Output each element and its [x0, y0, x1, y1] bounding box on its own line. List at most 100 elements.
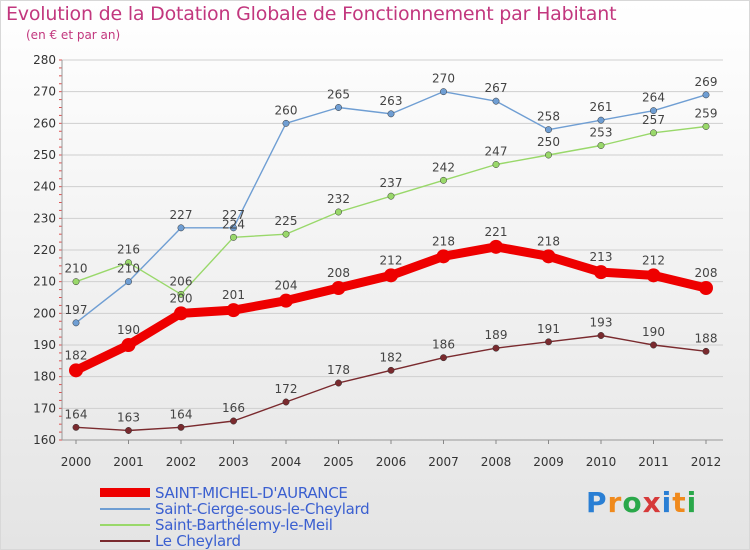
data-point [230, 224, 237, 232]
data-label: 265 [327, 88, 350, 102]
series-lines [69, 88, 713, 434]
data-label: 197 [65, 303, 88, 317]
data-label: 206 [170, 274, 193, 288]
y-tick-label: 180 [33, 370, 56, 384]
logo-letter: t [672, 486, 687, 519]
data-label: 212 [380, 253, 403, 267]
data-label: 261 [590, 100, 613, 114]
data-point [702, 347, 710, 355]
axes: 160 170 180 190 200 210 220 230 240 250 260 270 280 2… [33, 53, 723, 469]
data-label: 191 [537, 322, 560, 336]
y-tick-label: 210 [33, 275, 56, 289]
x-tick-label: 2004 [271, 455, 302, 469]
x-tick-label: 2011 [638, 455, 669, 469]
legend-swatch [100, 540, 150, 542]
data-point [545, 338, 552, 346]
y-tick-label: 170 [33, 401, 56, 415]
legend-label: Saint-Cierge-sous-le-Cheylard [155, 500, 370, 518]
x-tick-label: 2005 [323, 455, 354, 469]
legend-label: SAINT-MICHEL-D'AURANCE [155, 484, 348, 502]
data-point [650, 341, 657, 349]
data-point [125, 278, 132, 286]
data-point [646, 268, 661, 283]
data-label: 267 [485, 81, 508, 95]
data-point [69, 363, 83, 378]
y-tick-label: 190 [33, 338, 56, 352]
data-label: 212 [642, 253, 665, 267]
logo-letter: i [661, 486, 673, 519]
data-point [177, 224, 185, 232]
data-label: 224 [222, 217, 245, 231]
data-point [279, 293, 293, 308]
legend-label: Saint-Barthélemy-le-Meil [155, 516, 333, 534]
logo-letter: r [607, 486, 623, 519]
x-tick-label: 2006 [376, 455, 407, 469]
data-point [440, 88, 447, 96]
data-point [72, 319, 80, 327]
data-label: 232 [327, 192, 350, 206]
data-point [545, 126, 552, 134]
y-tick-label: 250 [33, 148, 56, 162]
x-tick-label: 2003 [218, 455, 249, 469]
data-label: 182 [65, 348, 88, 362]
data-point [545, 151, 552, 159]
data-point [177, 290, 185, 298]
data-label: 257 [642, 113, 665, 127]
legend-swatch [100, 488, 150, 497]
data-point [440, 176, 447, 184]
legend-item-saint-michel-d-aurance: SAINT-MICHEL-D'AURANCE [100, 484, 400, 502]
data-point [282, 398, 290, 406]
data-label: 201 [222, 288, 245, 302]
data-label: 210 [117, 262, 140, 276]
data-point [492, 344, 500, 352]
legend: SAINT-MICHEL-D'AURANCE Saint-Cierge-sous-… [100, 484, 400, 550]
data-label: 264 [642, 91, 665, 105]
data-point [440, 354, 447, 362]
chart-title: Evolution de la Dotation Globale de Fonc… [6, 3, 617, 25]
data-label: 259 [695, 107, 718, 121]
data-point [597, 116, 605, 124]
data-label: 208 [327, 266, 350, 280]
data-point [597, 332, 605, 339]
data-point [702, 123, 710, 130]
data-label: 182 [380, 350, 403, 364]
chart-subtitle: (en € et par an) [26, 28, 121, 42]
data-label: 216 [117, 243, 140, 257]
data-point [174, 306, 188, 321]
data-point [230, 417, 237, 425]
data-point [177, 423, 185, 431]
data-label: 269 [695, 75, 718, 89]
data-point [436, 249, 451, 264]
data-label: 218 [432, 234, 455, 248]
x-tick-label: 2009 [533, 455, 564, 469]
data-label: 164 [170, 407, 193, 421]
data-label: 253 [590, 126, 613, 140]
legend-item-saint-cierge-sous-le-cheylard: Saint-Cierge-sous-le-Cheylard [100, 500, 400, 518]
data-point [72, 423, 80, 431]
data-label: 221 [485, 225, 508, 239]
logo-letter: o [622, 486, 643, 519]
x-tick-label: 2007 [428, 455, 459, 469]
data-label: 237 [380, 176, 403, 190]
logo-letter: P [586, 486, 608, 519]
data-label: 225 [275, 214, 298, 228]
data-labels: 197 210 227 227 260 265 263 270 267 258 261 264 269 2… [65, 72, 718, 425]
x-tick-label: 2008 [481, 455, 512, 469]
data-label: 270 [432, 72, 455, 86]
data-point [125, 259, 132, 267]
data-point [335, 208, 342, 216]
data-point [335, 104, 342, 111]
data-point [594, 265, 608, 280]
data-label: 164 [65, 407, 88, 421]
data-label: 247 [485, 145, 508, 159]
data-point [650, 107, 657, 115]
data-point [230, 233, 237, 241]
legend-item-saint-barth-lemy-le-meil: Saint-Barthélemy-le-Meil [100, 516, 400, 534]
y-tick-label: 280 [33, 53, 56, 67]
data-point [541, 249, 556, 264]
data-label: 190 [642, 325, 665, 339]
data-point [492, 97, 500, 105]
legend-swatch [100, 508, 150, 510]
data-label: 227 [170, 208, 193, 222]
